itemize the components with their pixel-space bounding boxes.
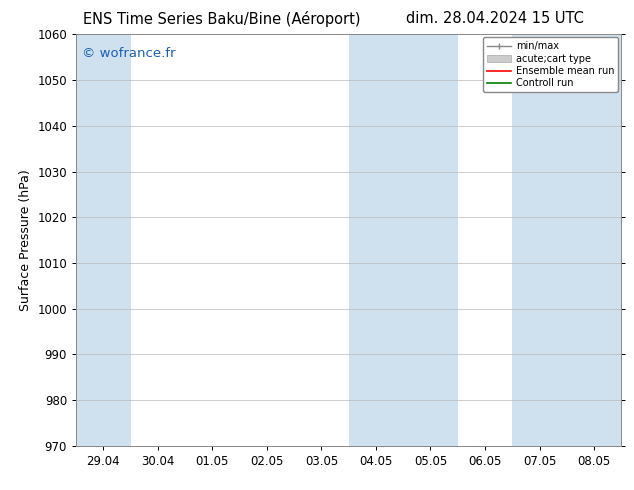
Bar [349, 34, 458, 446]
Text: © wofrance.fr: © wofrance.fr [82, 47, 175, 60]
Text: ENS Time Series Baku/Bine (Aéroport): ENS Time Series Baku/Bine (Aéroport) [83, 11, 361, 27]
Y-axis label: Surface Pressure (hPa): Surface Pressure (hPa) [19, 169, 32, 311]
Bar [512, 34, 621, 446]
Bar [76, 34, 131, 446]
Text: dim. 28.04.2024 15 UTC: dim. 28.04.2024 15 UTC [406, 11, 583, 26]
Legend: min/max, acute;cart type, Ensemble mean run, Controll run: min/max, acute;cart type, Ensemble mean … [483, 37, 618, 92]
